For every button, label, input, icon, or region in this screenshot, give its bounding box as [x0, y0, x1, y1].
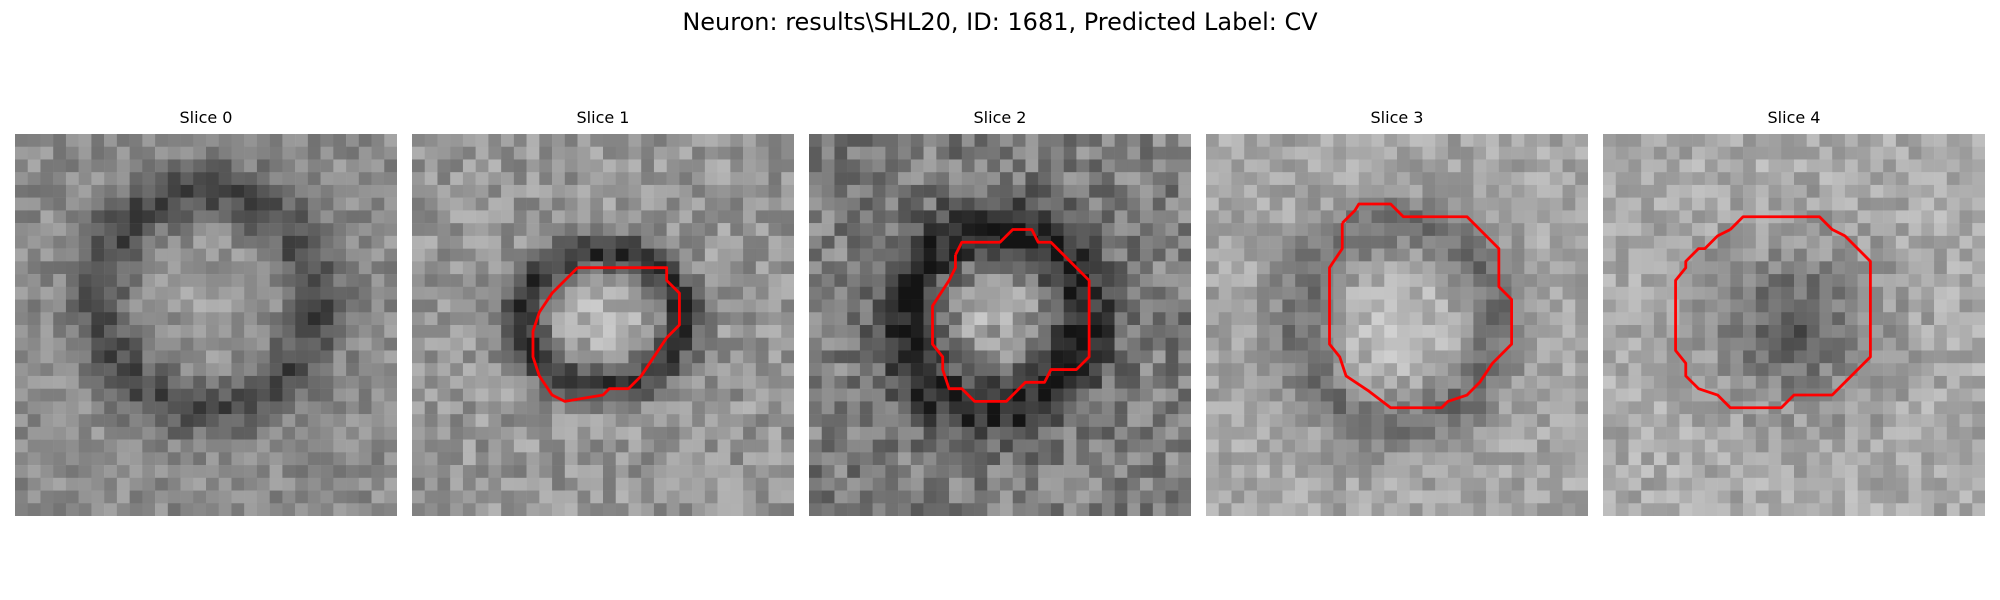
slice-panel-4: Slice 4 — [1603, 108, 1985, 518]
slice-title: Slice 3 — [1370, 108, 1424, 127]
grayscale-image-slice-1 — [412, 134, 794, 516]
slice-title: Slice 0 — [179, 108, 233, 127]
grayscale-image-slice-3 — [1206, 134, 1588, 516]
grayscale-image-slice-0 — [15, 134, 397, 516]
roi-contour-outline — [1328, 202, 1514, 410]
slice-title: Slice 4 — [1767, 108, 1821, 127]
figure-title: Neuron: results\SHL20, ID: 1681, Predict… — [682, 8, 1318, 36]
roi-contour-outline — [931, 228, 1091, 403]
slice-title: Slice 2 — [973, 108, 1027, 127]
grayscale-image-slice-4 — [1603, 134, 1985, 516]
slice-panel-3: Slice 3 — [1206, 108, 1588, 518]
slice-panel-1: Slice 1 — [412, 108, 794, 518]
slice-panel-2: Slice 2 — [809, 108, 1191, 518]
roi-contour-outline — [531, 266, 681, 403]
grayscale-image-slice-2 — [809, 134, 1191, 516]
slice-title: Slice 1 — [576, 108, 630, 127]
slice-panel-0: Slice 0 — [15, 108, 397, 518]
roi-contour-outline — [1674, 215, 1872, 410]
